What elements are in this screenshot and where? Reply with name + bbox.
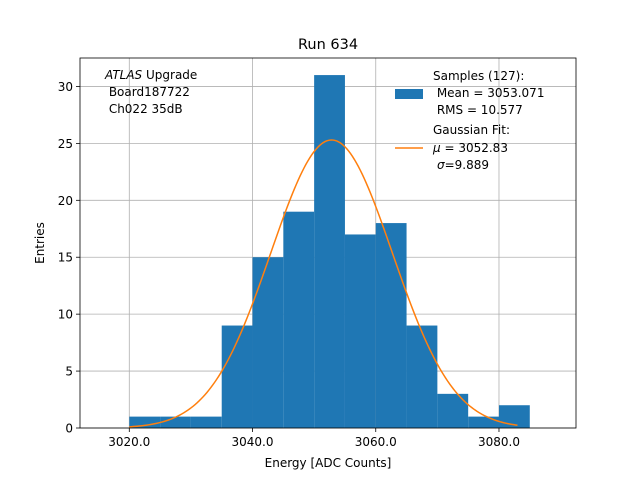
histogram-bar <box>468 416 499 428</box>
histogram-bar <box>437 393 469 428</box>
histogram-bar <box>283 211 315 428</box>
histogram-bar <box>129 416 161 428</box>
legend-fit-line-1: Gaussian Fit: <box>433 123 510 137</box>
annotation-line-3: Ch022 35dB <box>105 102 183 116</box>
x-axis-ticks: 3020.0 3040.0 3060.0 3080.0 <box>108 428 520 449</box>
x-tick-label: 3080.0 <box>478 435 520 449</box>
plot-frame <box>79 57 577 429</box>
annotation-atlas: ATLAS <box>104 68 143 82</box>
y-tick-label: 5 <box>65 365 73 379</box>
histogram-bar <box>252 257 284 428</box>
annotation-line-1: ATLAS Upgrade <box>104 68 197 82</box>
histogram-bar <box>344 234 376 428</box>
legend-samples-line-2: Mean = 3053.071 <box>433 86 544 100</box>
annotation-line-2: Board187722 <box>105 85 190 99</box>
histogram-bar <box>190 416 222 428</box>
legend-samples-line-3: RMS = 10.577 <box>433 103 523 117</box>
histogram-bar <box>160 416 191 428</box>
y-tick-label: 0 <box>65 422 73 436</box>
legend-mu-value: = 3052.83 <box>441 141 508 155</box>
legend-sigma-symbol: σ <box>437 158 445 172</box>
y-tick-label: 30 <box>58 80 73 94</box>
histogram-bar <box>498 405 530 428</box>
y-tick-label: 20 <box>58 194 73 208</box>
histogram-bar <box>406 325 438 428</box>
chart-title: Run 634 <box>298 37 358 53</box>
x-axis-label: Energy [ADC Counts] <box>265 456 392 470</box>
x-tick-label: 3020.0 <box>108 435 150 449</box>
legend-fit-line-3: σ=9.889 <box>437 158 489 172</box>
atlas-annotation: ATLAS Upgrade Board187722 Ch022 35dB <box>104 68 197 116</box>
y-tick-label: 15 <box>58 251 73 265</box>
legend-samples-patch <box>395 89 423 99</box>
histogram-bars <box>129 75 530 429</box>
legend-samples-line-1: Samples (127): <box>433 69 524 83</box>
annotation-upgrade: Upgrade <box>142 68 197 82</box>
histogram-bar <box>375 223 407 428</box>
y-tick-label: 10 <box>58 308 73 322</box>
legend-mu-symbol: μ <box>432 141 441 155</box>
x-tick-label: 3060.0 <box>355 435 397 449</box>
legend-sigma-value: =9.889 <box>445 158 489 172</box>
y-tick-label: 25 <box>58 137 73 151</box>
y-axis-ticks: 0 5 10 15 20 25 30 <box>58 80 80 436</box>
legend-fit-line-2: μ = 3052.83 <box>432 141 508 155</box>
legend: Samples (127): Mean = 3053.071 RMS = 10.… <box>395 69 544 172</box>
gaussian-fit-curve <box>129 139 518 428</box>
histogram-bar <box>314 75 345 429</box>
x-tick-label: 3040.0 <box>232 435 274 449</box>
y-axis-label: Entries <box>33 222 47 264</box>
